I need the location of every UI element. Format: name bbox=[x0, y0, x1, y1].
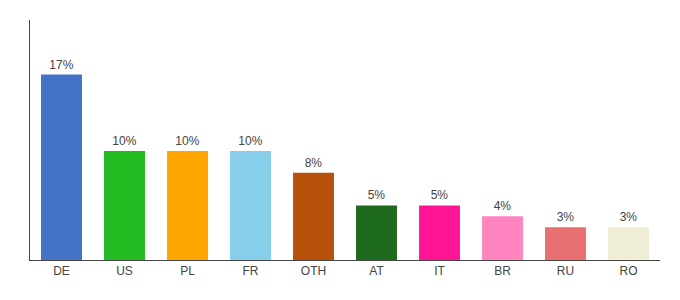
svg-text:10%: 10% bbox=[175, 134, 199, 148]
svg-text:4%: 4% bbox=[494, 199, 512, 213]
svg-text:IT: IT bbox=[434, 264, 445, 278]
svg-text:10%: 10% bbox=[112, 134, 136, 148]
svg-text:PL: PL bbox=[180, 264, 195, 278]
svg-text:DE: DE bbox=[53, 264, 70, 278]
svg-text:3%: 3% bbox=[557, 210, 575, 224]
svg-text:3%: 3% bbox=[620, 210, 638, 224]
svg-text:5%: 5% bbox=[368, 188, 386, 202]
svg-text:US: US bbox=[116, 264, 133, 278]
svg-text:AT: AT bbox=[369, 264, 384, 278]
svg-text:10%: 10% bbox=[238, 134, 262, 148]
svg-text:FR: FR bbox=[243, 264, 259, 278]
svg-text:RU: RU bbox=[557, 264, 574, 278]
svg-text:5%: 5% bbox=[431, 188, 449, 202]
svg-text:8%: 8% bbox=[305, 156, 323, 170]
svg-text:OTH: OTH bbox=[301, 264, 326, 278]
svg-text:BR: BR bbox=[494, 264, 511, 278]
svg-text:RO: RO bbox=[620, 264, 638, 278]
svg-text:17%: 17% bbox=[49, 58, 73, 72]
